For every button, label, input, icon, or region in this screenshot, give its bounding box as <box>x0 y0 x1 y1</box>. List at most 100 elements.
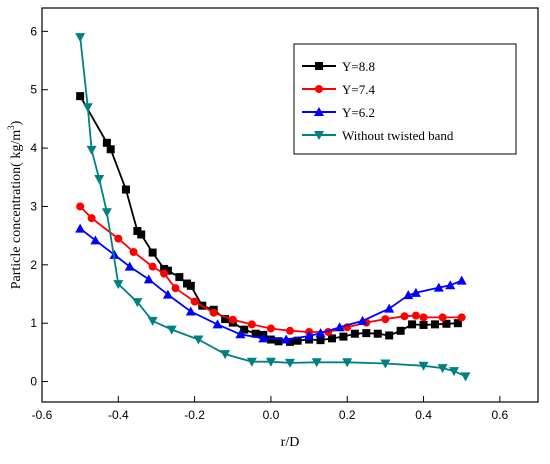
data-point <box>438 313 447 322</box>
data-point <box>160 269 169 278</box>
data-point <box>148 262 157 271</box>
y-tick-label: 2 <box>30 258 37 272</box>
data-point <box>148 248 157 257</box>
y-axis-title-superscript: 3 <box>6 125 16 130</box>
legend-label: Y=6.2 <box>342 105 375 120</box>
data-point <box>281 334 292 344</box>
x-tick-label: 0.0 <box>263 408 280 422</box>
data-point <box>430 320 439 329</box>
data-point <box>76 92 85 101</box>
data-point <box>286 326 294 335</box>
x-tick-label: -0.6 <box>32 408 53 422</box>
data-point <box>327 334 336 343</box>
data-point <box>381 315 390 324</box>
data-point <box>147 316 158 326</box>
data-point <box>185 306 196 316</box>
data-point <box>102 138 111 147</box>
data-point <box>82 103 93 113</box>
y-tick-label: 0 <box>30 375 37 389</box>
y-tick-label: 4 <box>30 141 37 155</box>
data-point <box>274 337 283 346</box>
data-point <box>408 320 417 329</box>
data-point <box>453 319 462 328</box>
data-point <box>163 266 172 275</box>
y-axis-title-close: ) <box>9 120 24 125</box>
data-point <box>129 247 138 256</box>
data-point <box>293 336 302 345</box>
data-point <box>76 202 85 211</box>
data-point <box>228 315 237 324</box>
data-point <box>162 289 173 299</box>
data-point <box>86 145 97 155</box>
data-point <box>246 357 257 367</box>
data-point <box>247 320 256 329</box>
data-point <box>101 208 112 218</box>
x-axis-title: r/D <box>281 435 300 450</box>
legend-marker <box>314 107 324 116</box>
data-point <box>75 223 86 233</box>
data-point <box>124 261 135 271</box>
data-point <box>121 185 130 194</box>
data-point <box>251 329 260 338</box>
data-point <box>442 319 451 328</box>
data-point <box>445 280 456 290</box>
data-point <box>456 275 467 285</box>
legend-marker <box>314 131 324 140</box>
data-point <box>334 322 345 332</box>
data-point <box>75 33 86 43</box>
data-point <box>419 313 428 322</box>
data-point <box>311 358 322 368</box>
data-point <box>396 326 405 335</box>
data-point <box>265 357 276 367</box>
legend-label: Y=7.4 <box>342 82 375 97</box>
legend-item: Y=8.8 <box>302 59 375 74</box>
y-axis-title-main: Particle concentration( kg/m <box>9 130 24 289</box>
series-line <box>79 227 463 341</box>
x-tick-label: -0.2 <box>184 408 205 422</box>
data-point <box>385 331 394 340</box>
data-point <box>132 298 143 308</box>
series-4 <box>75 33 471 382</box>
legend-marker <box>315 62 323 70</box>
data-point <box>175 273 184 282</box>
legend-item: Y=7.4 <box>302 82 375 97</box>
data-point <box>209 308 218 317</box>
plot-area <box>75 33 471 382</box>
data-point <box>357 315 368 325</box>
data-point <box>266 324 275 333</box>
data-point <box>419 320 428 329</box>
data-point <box>137 230 146 239</box>
data-point <box>220 350 231 360</box>
y-tick-label: 3 <box>30 199 37 213</box>
data-point <box>240 325 249 334</box>
data-point <box>186 281 195 290</box>
axes: -0.6 -0.4 -0.2 0.0 0.2 0.4 0.6 0 1 2 3 4 5 6 <box>30 7 539 422</box>
data-point <box>193 335 204 345</box>
y-tick-label: 1 <box>30 316 37 330</box>
data-point <box>460 372 471 382</box>
legend-item: Without twisted band <box>302 128 454 143</box>
data-point <box>258 333 269 343</box>
data-point <box>403 290 414 300</box>
x-tick-label: 0.6 <box>492 408 509 422</box>
data-point <box>457 313 466 322</box>
data-point <box>235 329 246 339</box>
data-point <box>315 328 326 338</box>
data-point <box>380 359 391 369</box>
legend: Y=8.8 Y=7.4 Y=6.2 Without twisted band <box>293 43 517 155</box>
data-point <box>418 361 429 371</box>
data-point <box>342 358 353 368</box>
data-point <box>90 235 101 245</box>
data-point <box>316 336 325 345</box>
legend-label: Without twisted band <box>342 128 454 143</box>
y-axis-title: Particle concentration( kg/m3) <box>6 120 24 289</box>
x-tick-label: -0.4 <box>108 408 129 422</box>
data-point <box>410 287 421 297</box>
legend-item: Y=6.2 <box>302 105 375 120</box>
data-point <box>106 145 115 154</box>
y-tick-label: 6 <box>30 24 37 38</box>
data-point <box>190 297 199 306</box>
data-point <box>339 332 348 341</box>
plot-frame <box>41 7 539 403</box>
